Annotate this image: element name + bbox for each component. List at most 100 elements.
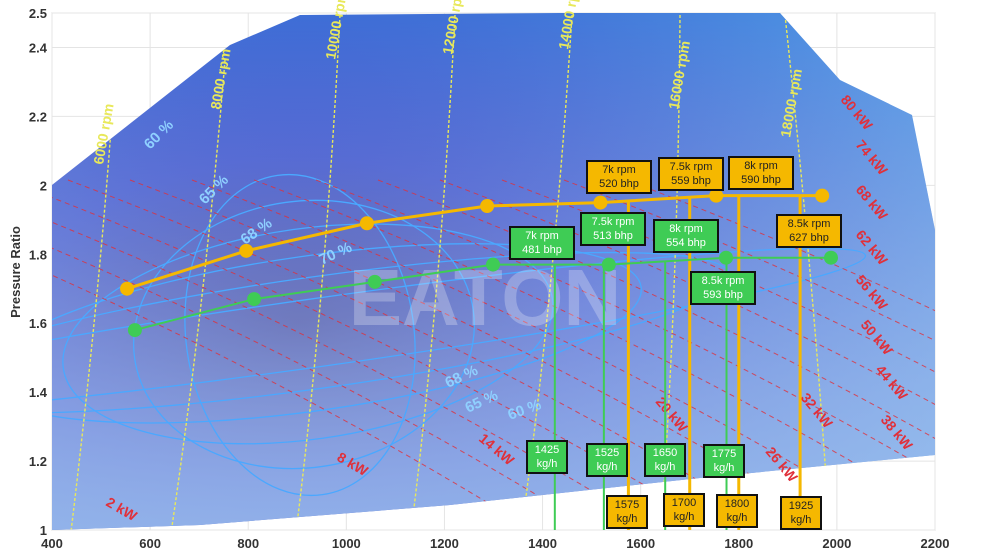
green-data-point: [719, 250, 734, 265]
orange-point-label: 7.5k rpm 559 bhp: [658, 157, 724, 191]
y-tick-label: 2.2: [29, 109, 47, 124]
green-data-point: [824, 250, 839, 265]
power-line: [52, 179, 581, 530]
orange-point-label-text: 7.5k rpm: [669, 161, 713, 173]
speed-line: [409, 14, 456, 530]
green-data-point: [486, 257, 501, 272]
y-tick-label: 2.5: [29, 6, 47, 21]
y-tick-label: 2.4: [29, 40, 48, 55]
power-line: [52, 179, 643, 530]
orange-point-label: 7k rpm 520 bhp: [586, 160, 652, 194]
green-point-label: 8k rpm 554 bhp: [653, 219, 719, 253]
green-flow-label-text: kg/h: [536, 458, 558, 470]
green-data-point: [127, 323, 142, 338]
orange-data-point: [709, 188, 724, 203]
orange-point-label: 8k rpm 590 bhp: [728, 156, 794, 190]
orange-flow-label: 1800 kg/h: [716, 494, 758, 528]
power-line: [191, 179, 935, 530]
orange-point-label-text: 8k rpm: [744, 160, 778, 172]
orange-data-point: [815, 188, 830, 203]
speed-line: [69, 114, 113, 530]
orange-data-point: [239, 243, 254, 258]
green-point-label-text: 481 bhp: [522, 244, 562, 256]
power-line: [253, 179, 935, 530]
power-line: [52, 179, 767, 530]
y-tick-label: 1.4: [29, 385, 48, 400]
efficiency-contour: [132, 199, 475, 470]
orange-flow-label-text: kg/h: [673, 511, 695, 523]
speed-line: [169, 59, 226, 530]
orange-point-label: 8.5k rpm 627 bhp: [776, 214, 842, 248]
speed-line: [294, 14, 341, 530]
power-line: [315, 179, 935, 530]
orange-flow-label-text: 1575: [614, 499, 640, 511]
orange-flow-label-text: kg/h: [790, 514, 812, 526]
efficiency-contour: [184, 173, 416, 497]
green-point-label-text: 7.5k rpm: [591, 216, 635, 228]
x-tick-label: 1400: [528, 536, 557, 551]
orange-data-point: [593, 195, 608, 210]
green-flow-label: 1650 kg/h: [644, 443, 686, 477]
orange-flow-label-text: kg/h: [616, 513, 638, 525]
y-tick-label: 1: [40, 523, 47, 538]
orange-flow-label: 1575 kg/h: [606, 495, 648, 529]
orange-flow-label: 1700 kg/h: [663, 493, 705, 527]
orange-point-label-text: 590 bhp: [741, 174, 781, 186]
x-tick-label: 2000: [822, 536, 851, 551]
green-flow-label-text: kg/h: [654, 461, 676, 473]
y-axis-label: Pressure Ratio: [8, 226, 23, 318]
orange-point-label-text: 8.5k rpm: [787, 218, 831, 230]
green-data-point: [367, 274, 382, 289]
x-tick-label: 1200: [430, 536, 459, 551]
power-line: [439, 179, 935, 530]
power-line: [377, 179, 935, 530]
efficiency-contour: [62, 223, 554, 445]
power-line: [501, 179, 935, 530]
green-flow-label-text: kg/h: [596, 461, 618, 473]
green-point-label: 7k rpm 481 bhp: [509, 226, 575, 260]
orange-flow-label-text: kg/h: [726, 512, 748, 524]
x-tick-label: 400: [41, 536, 63, 551]
speed-line: [659, 14, 681, 530]
orange-data-point: [359, 216, 374, 231]
eaton-watermark-logo: EATON: [349, 253, 622, 342]
efficiency-contour: [52, 243, 642, 424]
x-tick-label: 600: [139, 536, 161, 551]
orange-data-point: [120, 281, 135, 296]
power-line: [67, 179, 829, 530]
power-line: [129, 179, 891, 530]
efficiency-contour: [52, 247, 867, 417]
green-flow-label-text: 1650: [652, 447, 678, 459]
map-contours: [52, 14, 935, 530]
green-flow-label-text: 1775: [711, 448, 737, 460]
orange-point-label-text: 520 bhp: [599, 178, 639, 190]
x-tick-label: 2200: [921, 536, 950, 551]
y-tick-label: 1.8: [29, 247, 47, 262]
orange-flow-label-text: 1800: [724, 498, 750, 510]
orange-point-label-text: 7k rpm: [602, 164, 636, 176]
orange-point-label-text: 559 bhp: [671, 175, 711, 187]
green-flow-label: 1775 kg/h: [703, 444, 745, 478]
orange-data-point: [480, 199, 495, 214]
green-data-point: [247, 292, 262, 307]
green-point-label-text: 554 bhp: [666, 237, 706, 249]
orange-flow-label-text: 1700: [671, 497, 697, 509]
green-point-label-text: 593 bhp: [703, 289, 743, 301]
green-point-label-text: 513 bhp: [593, 230, 633, 242]
y-tick-label: 1.2: [29, 454, 47, 469]
green-flow-label: 1525 kg/h: [586, 443, 628, 477]
x-tick-label: 800: [237, 536, 259, 551]
x-tick-label: 1800: [724, 536, 753, 551]
power-line: [52, 179, 705, 530]
green-point-label: 8.5k rpm 593 bhp: [690, 271, 756, 305]
orange-point-label-text: 627 bhp: [789, 232, 829, 244]
green-flow-label: 1425 kg/h: [526, 440, 568, 474]
y-tick-label: 2: [40, 178, 47, 193]
green-flow-label-text: kg/h: [713, 462, 735, 474]
green-point-label-text: 8.5k rpm: [701, 275, 745, 287]
orange-flow-label: 1925 kg/h: [780, 496, 822, 530]
green-point-label: 7.5k rpm 513 bhp: [580, 212, 646, 246]
speed-line: [784, 14, 831, 530]
